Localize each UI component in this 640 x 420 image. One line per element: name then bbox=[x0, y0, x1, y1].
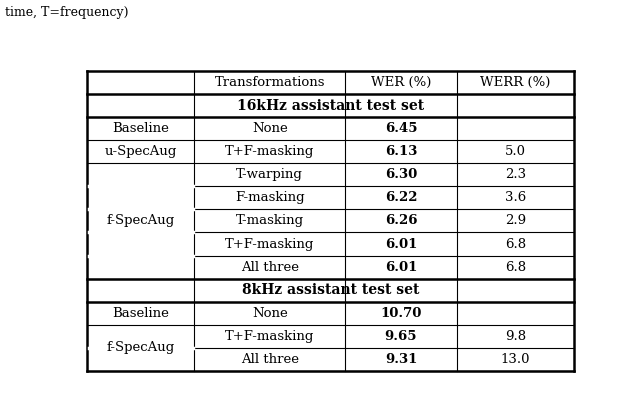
Text: 6.13: 6.13 bbox=[385, 145, 417, 158]
Text: 5.0: 5.0 bbox=[505, 145, 525, 158]
Text: f-SpecAug: f-SpecAug bbox=[107, 215, 175, 228]
Text: None: None bbox=[252, 307, 287, 320]
Text: T+F-masking: T+F-masking bbox=[225, 237, 314, 250]
Text: 9.65: 9.65 bbox=[385, 330, 417, 343]
Text: T+F-masking: T+F-masking bbox=[225, 330, 314, 343]
Text: 6.01: 6.01 bbox=[385, 237, 417, 250]
Text: 6.22: 6.22 bbox=[385, 192, 417, 205]
Text: 2.9: 2.9 bbox=[504, 215, 525, 228]
Text: Baseline: Baseline bbox=[113, 123, 170, 135]
Text: 8kHz assistant test set: 8kHz assistant test set bbox=[242, 283, 419, 297]
Text: All three: All three bbox=[241, 352, 299, 365]
Text: 10.70: 10.70 bbox=[380, 307, 422, 320]
Text: 6.45: 6.45 bbox=[385, 123, 417, 135]
Text: time, T=frequency): time, T=frequency) bbox=[5, 6, 129, 19]
Text: 9.31: 9.31 bbox=[385, 352, 417, 365]
Text: T-warping: T-warping bbox=[236, 168, 303, 181]
Text: Baseline: Baseline bbox=[113, 307, 170, 320]
Text: 3.6: 3.6 bbox=[504, 192, 526, 205]
Text: All three: All three bbox=[241, 260, 299, 273]
Text: 6.8: 6.8 bbox=[504, 237, 525, 250]
Text: F-masking: F-masking bbox=[235, 192, 305, 205]
Text: Transformations: Transformations bbox=[214, 76, 325, 89]
Text: 6.30: 6.30 bbox=[385, 168, 417, 181]
Text: 6.01: 6.01 bbox=[385, 260, 417, 273]
Text: 13.0: 13.0 bbox=[500, 352, 530, 365]
Text: WERR (%): WERR (%) bbox=[480, 76, 550, 89]
Text: u-SpecAug: u-SpecAug bbox=[105, 145, 177, 158]
Text: T+F-masking: T+F-masking bbox=[225, 145, 314, 158]
Text: 9.8: 9.8 bbox=[504, 330, 525, 343]
Text: T-masking: T-masking bbox=[236, 215, 304, 228]
Text: 2.3: 2.3 bbox=[504, 168, 525, 181]
Text: 6.26: 6.26 bbox=[385, 215, 417, 228]
Text: WER (%): WER (%) bbox=[371, 76, 431, 89]
Text: 16kHz assistant test set: 16kHz assistant test set bbox=[237, 99, 424, 113]
Text: None: None bbox=[252, 123, 287, 135]
Text: 6.8: 6.8 bbox=[504, 260, 525, 273]
Text: f-SpecAug: f-SpecAug bbox=[107, 341, 175, 354]
